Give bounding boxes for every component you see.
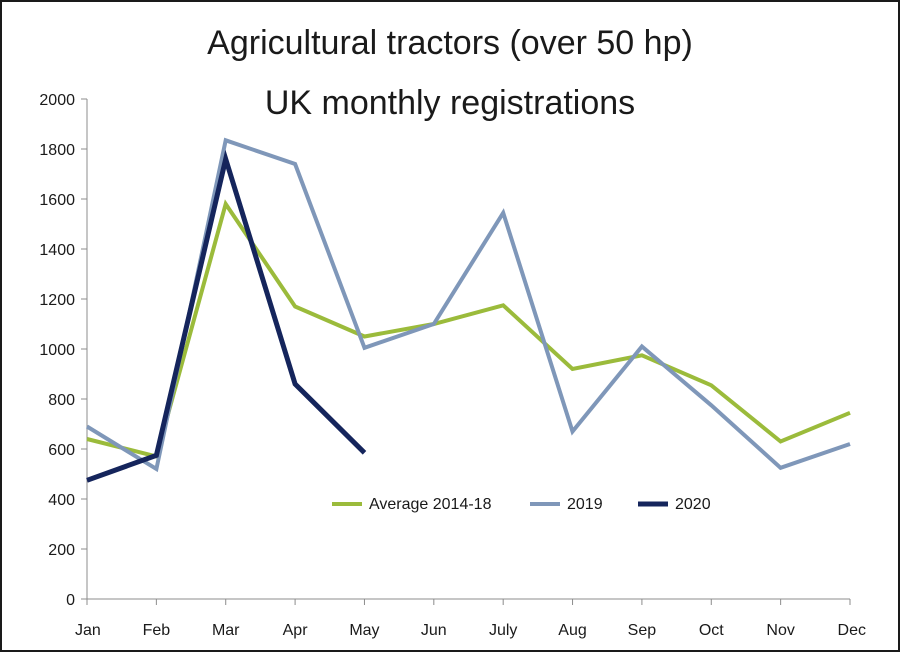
x-tick-label: July: [489, 622, 517, 639]
chart-title: Agricultural tractors (over 50 hp): [207, 24, 693, 62]
y-tick-label: 1400: [39, 242, 75, 259]
x-tick-label: Mar: [212, 622, 240, 639]
y-tick-label: 1000: [39, 342, 75, 359]
x-tick-label: Jan: [75, 622, 101, 639]
x-tick-label: Nov: [766, 622, 794, 639]
axes: 0 200 400 600 800 1000 1200 1400 1600 1800 2000 Jan…: [39, 92, 866, 639]
y-tick-label: 200: [48, 542, 75, 559]
y-tick-label: 800: [48, 392, 75, 409]
chart-subtitle: UK monthly registrations: [265, 84, 635, 122]
y-tick-label: 0: [66, 592, 75, 609]
series-lines: [85, 137, 851, 483]
series-line-2: [86, 149, 367, 483]
x-tick-label: Oct: [699, 622, 724, 639]
x-tick-label: May: [349, 622, 379, 639]
y-tick-label: 600: [48, 442, 75, 459]
y-tick-label: 1600: [39, 192, 75, 209]
y-tick-label: 2000: [39, 92, 75, 109]
legend-label-0: Average 2014-18: [369, 496, 492, 513]
y-tick-label: 400: [48, 492, 75, 509]
x-tick-label: Sep: [628, 622, 657, 639]
legend-label-2: 2020: [675, 496, 711, 513]
y-tick-label: 1800: [39, 142, 75, 159]
x-tick-label: Feb: [143, 622, 171, 639]
x-tick-label: Apr: [283, 622, 309, 639]
legend: Average 2014-18 2019 2020: [332, 496, 711, 513]
series-line-1: [85, 137, 851, 473]
y-tick-label: 1200: [39, 292, 75, 309]
x-tick-label: Aug: [558, 622, 586, 639]
legend-label-1: 2019: [567, 496, 603, 513]
series-line-0: [86, 199, 851, 459]
x-tick-label: Jun: [421, 622, 447, 639]
x-tick-label: Dec: [838, 622, 866, 639]
